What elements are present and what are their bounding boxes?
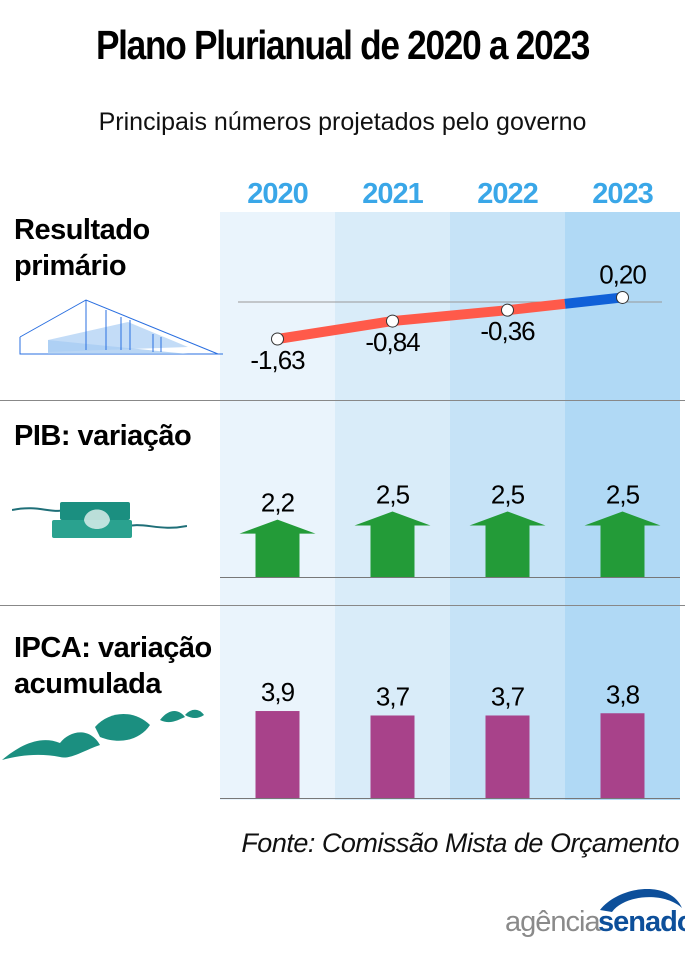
line-segment (276, 316, 394, 344)
value-label-ipca-2020: 3,9 (261, 677, 295, 707)
year-label-2023: 2023 (592, 178, 654, 210)
logo-arc-icon (600, 889, 682, 912)
growth-arrow-2021 (354, 511, 431, 577)
birds-money-icon (2, 709, 204, 760)
congress-building-icon (19, 299, 223, 355)
value-label-ipca-2021: 3,7 (376, 681, 410, 711)
label-line: Resultado (14, 214, 150, 246)
row-label-pib: PIB: variação (14, 420, 192, 452)
bar-ipca-2021 (370, 715, 415, 798)
source-note: Fonte: Comissão Mista de Orçamento (241, 828, 679, 858)
pib-baseline (220, 577, 680, 578)
chart-canvas: -1,63 -0,84 -0,36 0,20 2,2 2,5 2,5 2,5 3,9 3,7 3,7… (238, 259, 662, 798)
divider (0, 400, 685, 401)
row-label-resultado: Resultado primário (14, 212, 150, 284)
line-segment-negative (506, 298, 566, 316)
year-label-2022: 2022 (477, 178, 539, 210)
year-column-bg (335, 212, 450, 800)
value-label-resultado-2020: -1,63 (250, 345, 305, 375)
value-label-ipca-2023: 3,8 (606, 679, 640, 709)
data-point-2022 (501, 303, 514, 317)
value-label-pib-2023: 2,5 (606, 480, 640, 510)
money-handshake-icon (12, 502, 187, 538)
ipca-baseline (220, 798, 680, 799)
data-point-2021 (386, 314, 399, 328)
divider (0, 605, 685, 606)
data-point-2020 (271, 332, 284, 346)
value-label-pib-2020: 2,2 (261, 488, 295, 518)
growth-arrow-2022 (469, 511, 546, 577)
value-label-pib-2022: 2,5 (491, 480, 525, 510)
year-label-2020: 2020 (247, 178, 309, 210)
value-label-resultado-2022: -0,36 (480, 316, 535, 346)
growth-arrow-2020 (239, 519, 316, 577)
year-column-bg (565, 212, 680, 800)
growth-arrow-2023 (584, 511, 661, 577)
value-label-pib-2021: 2,5 (376, 480, 410, 510)
year-label-2021: 2021 (362, 178, 424, 210)
line-segment (392, 305, 508, 327)
value-label-ipca-2022: 3,7 (491, 681, 525, 711)
bar-ipca-2020 (255, 711, 300, 798)
bar-ipca-2023 (600, 713, 645, 798)
row-label-ipca: IPCA: variação acumulada (14, 630, 212, 702)
bar-ipca-2022 (485, 715, 530, 798)
subtitle: Principais números projetados pelo gover… (98, 108, 587, 136)
page-title: Plano Plurianual de 2020 a 2023 (95, 22, 590, 68)
logo-text-agencia: agência (505, 906, 601, 938)
value-label-resultado-2021: -0,84 (365, 327, 420, 357)
label-line: primário (14, 250, 127, 282)
data-point-2023 (616, 290, 629, 304)
line-segment-positive (564, 292, 624, 309)
agencia-senado-logo: agência senado (500, 880, 685, 942)
value-label-resultado-2023: 0,20 (599, 259, 646, 289)
label-line: acumulada (14, 668, 161, 700)
logo-text-senado: senado (598, 906, 685, 938)
year-column-bg (220, 212, 335, 800)
label-line: IPCA: variação (14, 632, 212, 664)
